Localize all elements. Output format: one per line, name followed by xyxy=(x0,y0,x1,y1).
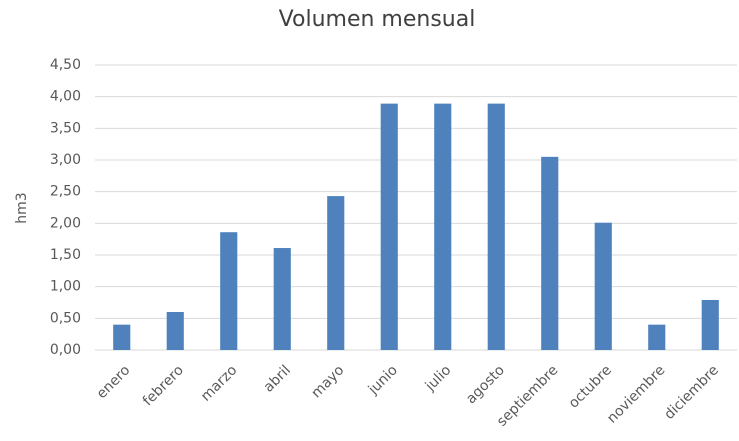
x-tick-label: noviembre xyxy=(604,362,668,426)
bar xyxy=(487,103,505,350)
bar xyxy=(701,299,719,350)
x-tick-label: enero xyxy=(94,362,134,402)
x-tick-label: abril xyxy=(261,362,294,395)
y-tick-label: 2,00 xyxy=(50,215,81,231)
bar xyxy=(434,103,452,350)
bar xyxy=(327,196,345,350)
x-tick-label: junio xyxy=(365,362,401,398)
y-tick-label: 1,00 xyxy=(50,279,81,295)
x-tick-label: febrero xyxy=(140,362,187,409)
y-tick-label: 3,50 xyxy=(50,120,81,136)
x-tick-label: octubre xyxy=(566,362,615,411)
y-tick-label: 0,50 xyxy=(50,310,81,326)
bar xyxy=(648,324,666,350)
y-tick-label: 3,00 xyxy=(50,152,81,168)
bar xyxy=(166,312,184,350)
y-tick-label: 2,50 xyxy=(50,184,81,200)
bar xyxy=(273,248,291,350)
y-tick-label: 0,00 xyxy=(50,342,81,358)
bar xyxy=(594,222,612,350)
y-axis-label: hm3 xyxy=(14,192,30,223)
x-tick-label: diciembre xyxy=(661,362,722,423)
y-tick-label: 4,50 xyxy=(50,57,81,73)
chart-title: Volumen mensual xyxy=(279,7,476,32)
x-tick-label: marzo xyxy=(198,362,240,404)
bar xyxy=(113,324,131,350)
bar xyxy=(541,156,559,350)
x-tick-label: mayo xyxy=(308,362,347,401)
y-tick-label: 1,50 xyxy=(50,247,81,263)
bar xyxy=(380,103,398,350)
x-tick-label: agosto xyxy=(463,362,508,407)
y-tick-label: 4,00 xyxy=(50,89,81,105)
bar xyxy=(220,232,238,350)
x-tick-label: julio xyxy=(422,362,455,395)
